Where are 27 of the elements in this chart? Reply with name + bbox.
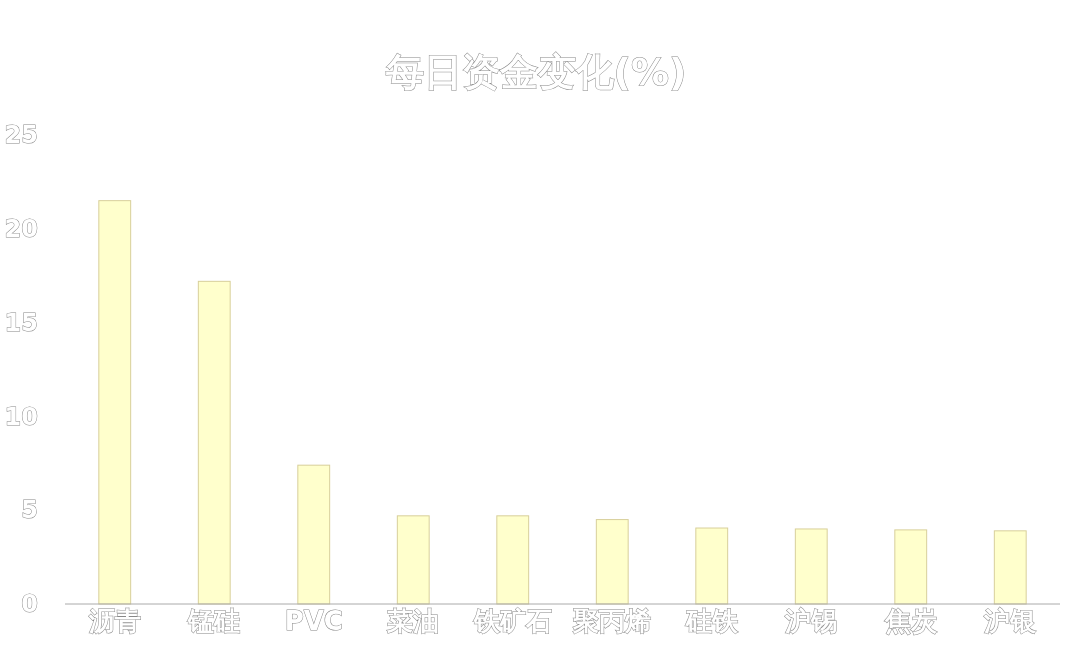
x-tick-label: 焦炭 [883,606,937,637]
x-tick-label: 沪锡 [784,606,838,637]
x-tick-label: 锰硅 [187,606,241,637]
y-tick-label: 20 [4,214,38,243]
bar [197,280,231,605]
bar [794,528,828,605]
bar [993,530,1027,605]
bar [297,464,331,605]
chart-title: 每日资金变化(%) [384,50,687,94]
y-tick-label: 15 [4,308,38,337]
y-tick-label: 5 [21,496,38,525]
x-tick-label: 菜油 [386,606,440,637]
x-tick-label: PVC [284,606,343,637]
x-tick-label: 铁矿石 [472,606,552,637]
x-tick-label: 硅铁 [684,606,739,637]
bar [98,200,132,605]
bar [894,529,928,605]
y-tick-label: 10 [4,402,38,431]
bar [595,519,629,605]
bar [496,515,530,605]
y-tick-label: 25 [4,121,38,150]
x-tick-label: 聚丙烯 [572,606,652,637]
x-tick-label: 沥青 [87,606,141,637]
y-tick-label: 0 [21,590,38,619]
bar [396,515,430,605]
x-tick-label: 沪银 [983,606,1037,637]
bar [695,527,729,605]
